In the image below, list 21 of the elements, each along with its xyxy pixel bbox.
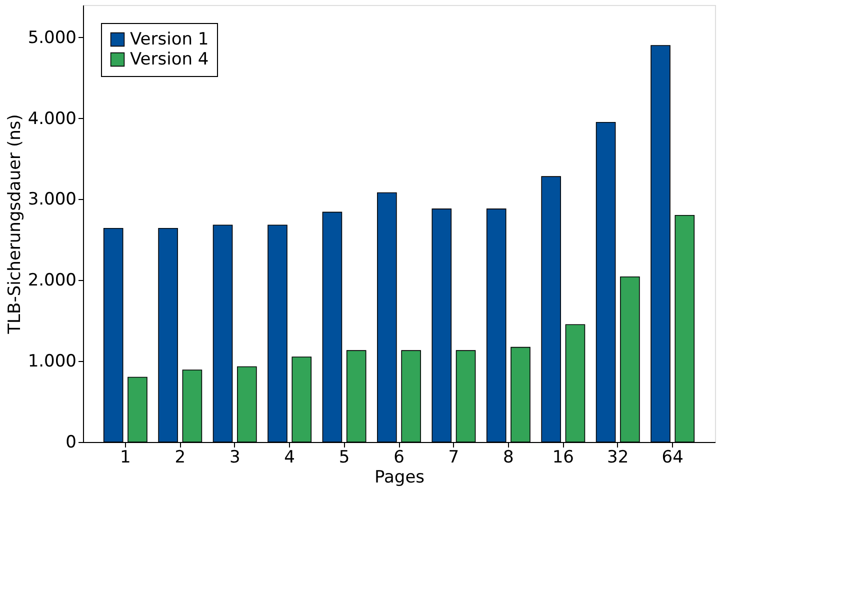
y-tick-label: 0 [66,432,76,452]
legend-label: Version 4 [130,50,209,70]
y-tick-label: 5.000 [28,28,76,48]
x-tick-label: 32 [607,448,629,468]
y-tick-label: 3.000 [28,190,76,210]
x-tick-label: 5 [338,448,350,468]
y-tick-label: 1.000 [28,352,76,372]
x-tick-label: 64 [662,448,684,468]
x-tick-label: 2 [174,448,186,468]
x-tick-label: 6 [394,448,404,468]
x-tick-label: 16 [552,448,574,468]
y-tick-label: 4.000 [28,108,76,129]
x-tick-label: 1 [120,448,131,468]
x-tick-label: 7 [448,448,460,468]
y-axis-title: TLB-Sicherungsdauer (ns) [4,114,25,335]
x-tick-label: 4 [284,448,295,468]
x-tick-label: 3 [229,448,240,468]
x-tick-label: 8 [503,448,514,468]
y-tick-label: 2.000 [28,270,76,291]
legend-label: Version 1 [130,30,209,50]
x-axis-title: Pages [374,468,425,488]
